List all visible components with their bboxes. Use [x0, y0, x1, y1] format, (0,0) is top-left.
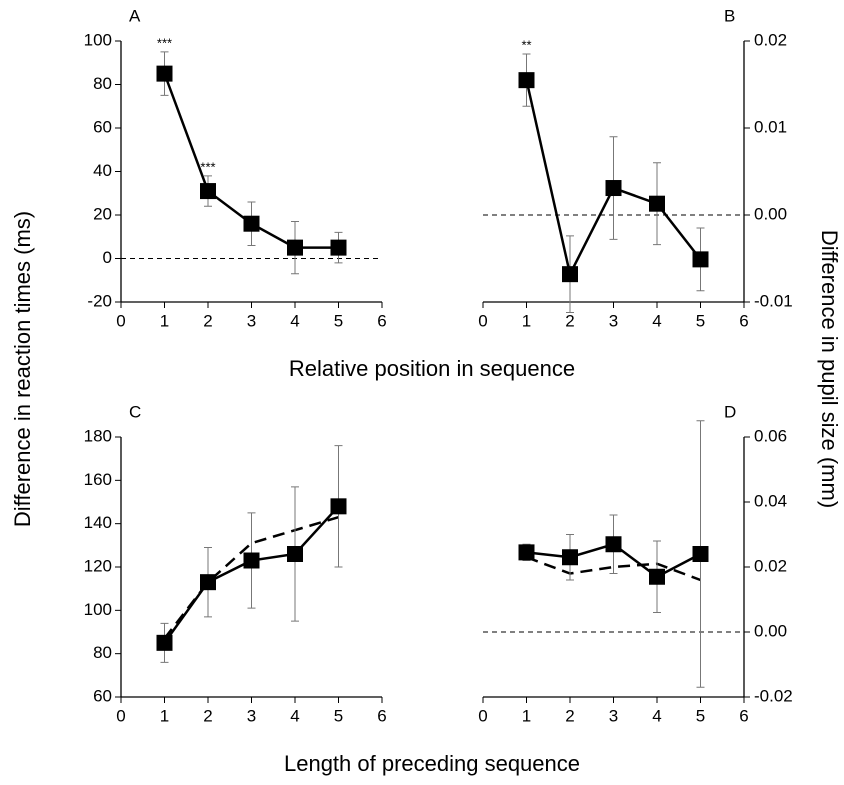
y-tick-label: 80: [93, 74, 112, 93]
x-tick-label: 6: [377, 311, 386, 330]
x-tick-label: 0: [116, 311, 125, 330]
marker: [287, 546, 303, 562]
y-tick-label: 40: [93, 161, 112, 180]
x-tick-label: 3: [247, 311, 256, 330]
marker: [287, 239, 303, 256]
y-tick-label: 0.06: [754, 426, 787, 445]
x-tick-label: 2: [565, 706, 574, 725]
y-tick-label: 180: [84, 426, 112, 445]
y-tick-label: 0.01: [754, 117, 787, 136]
marker: [156, 65, 173, 82]
x-tick-label: 5: [696, 706, 705, 725]
y-tick-label: 20: [93, 204, 112, 223]
y-tick-label: 60: [93, 686, 112, 705]
marker: [200, 574, 216, 591]
y-axis-label: Difference in reaction times (ms): [10, 211, 35, 527]
x-tick-label: 1: [160, 706, 169, 725]
marker: [243, 215, 260, 232]
panel-label: C: [129, 402, 141, 421]
marker: [243, 552, 260, 569]
y-tick-label: 0: [103, 248, 112, 267]
x-tick-label: 6: [377, 706, 386, 725]
x-tick-label: 3: [247, 706, 256, 725]
panel-label: A: [129, 6, 141, 25]
y-tick-label: 100: [84, 600, 112, 619]
x-tick-label: 3: [609, 706, 618, 725]
x-tick-label: 6: [739, 311, 748, 330]
y-axis-label: Difference in pupil size (mm): [817, 230, 842, 508]
y-tick-label: 0.02: [754, 556, 787, 575]
marker: [649, 195, 665, 212]
marker: [330, 498, 347, 515]
significance-label: ***: [200, 159, 215, 174]
y-tick-label: -0.02: [754, 686, 793, 705]
y-tick-label: -0.01: [754, 291, 793, 310]
significance-label: ***: [157, 35, 172, 50]
x-tick-label: 2: [203, 311, 212, 330]
y-tick-label: 0.00: [754, 204, 787, 223]
x-tick-label: 0: [116, 706, 125, 725]
x-tick-label: 5: [334, 311, 343, 330]
y-tick-label: 80: [93, 643, 112, 662]
y-tick-label: 120: [84, 556, 112, 575]
x-tick-label: 1: [522, 311, 531, 330]
marker: [518, 544, 535, 561]
x-tick-label: 4: [652, 311, 661, 330]
marker: [518, 72, 535, 89]
x-tick-label: 2: [565, 311, 574, 330]
marker: [692, 546, 709, 562]
series-line: [526, 556, 701, 582]
y-tick-label: 140: [84, 513, 112, 532]
x-tick-label: 4: [652, 706, 661, 725]
x-tick-label: 3: [609, 311, 618, 330]
marker: [562, 549, 578, 566]
marker: [562, 266, 578, 283]
y-tick-label: 0.04: [754, 491, 787, 510]
x-tick-label: 5: [696, 311, 705, 330]
x-tick-label: 4: [290, 706, 299, 725]
x-axis-label: Relative position in sequence: [289, 356, 575, 381]
x-tick-label: 5: [334, 706, 343, 725]
marker: [605, 536, 622, 553]
x-tick-label: 4: [290, 311, 299, 330]
x-tick-label: 0: [478, 311, 487, 330]
marker: [692, 251, 709, 268]
y-tick-label: 100: [84, 30, 112, 49]
y-tick-label: 160: [84, 470, 112, 489]
panel-label: D: [724, 402, 736, 421]
x-tick-label: 0: [478, 706, 487, 725]
x-tick-label: 1: [522, 706, 531, 725]
marker: [605, 180, 622, 197]
y-tick-label: -20: [87, 291, 112, 310]
marker: [156, 634, 173, 651]
y-tick-label: 0.02: [754, 30, 787, 49]
panel-label: B: [724, 6, 735, 25]
y-tick-label: 60: [93, 117, 112, 136]
marker: [200, 183, 216, 200]
x-tick-label: 2: [203, 706, 212, 725]
significance-label: **: [521, 37, 531, 52]
x-axis-label: Length of preceding sequence: [284, 751, 580, 776]
x-tick-label: 1: [160, 311, 169, 330]
marker: [649, 568, 665, 585]
x-tick-label: 6: [739, 706, 748, 725]
marker: [330, 239, 347, 256]
y-tick-label: 0.00: [754, 621, 787, 640]
